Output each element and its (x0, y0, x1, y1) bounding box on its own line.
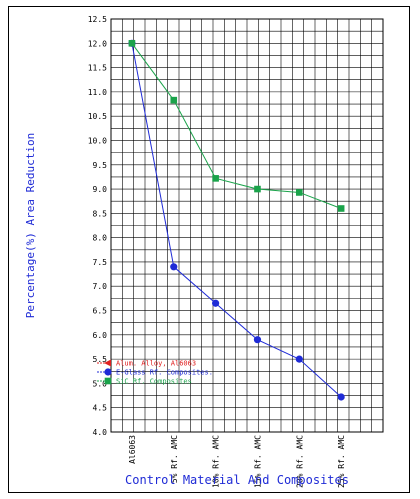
y-axis-label: Percentage(%) Area Reduction (24, 133, 37, 318)
legend-marker (104, 368, 112, 376)
y-tick-label: 4.0 (93, 428, 108, 437)
x-tick-label: 25% Rf. AMC (337, 435, 346, 488)
data-point (337, 393, 345, 401)
legend-item: E-Glass Rf. Composites. (97, 368, 213, 377)
y-tick-label: 4.5 (93, 404, 108, 413)
line-chart: 4.0 4.5 5.0 5.5 6.0 6.5 7.0 7.5 8.0 8.5 9.0 9.5 10.0… (24, 15, 384, 488)
y-tick-label: 7.0 (93, 282, 108, 291)
y-tick-label: 8.5 (93, 209, 108, 218)
y-tick-label: 10.0 (88, 136, 107, 145)
x-tick-label: 10% Rf. AMC (212, 435, 221, 488)
data-point (253, 336, 262, 344)
grid (110, 18, 384, 433)
data-point (254, 185, 261, 193)
data-point (170, 96, 178, 104)
y-tick-label: 9.0 (93, 185, 108, 194)
series-layer (127, 39, 345, 401)
data-point (296, 189, 303, 196)
y-tick-label: 12.5 (88, 15, 107, 24)
legend-marker (104, 377, 112, 385)
data-point (170, 263, 178, 271)
chart-frame: 4.0 4.5 5.0 5.5 6.0 6.5 7.0 7.5 8.0 8.5 9.0 9.5 10.0… (8, 6, 410, 493)
x-tick-labels: Al6063 5% Rf. AMC 10% Rf. AMC 15% Rf. AMC 20… (128, 435, 346, 488)
data-point (295, 355, 303, 363)
y-tick-label: 9.5 (93, 161, 108, 170)
y-tick-label: 8.0 (93, 234, 108, 243)
y-tick-label: 6.0 (93, 331, 108, 340)
legend-label: E-Glass Rf. Composites. (116, 369, 213, 377)
data-point (128, 39, 136, 47)
y-tick-label: 12.0 (88, 39, 107, 48)
y-tick-label: 5.0 (93, 379, 108, 388)
x-tick-label: Al6063 (128, 435, 137, 464)
x-tick-label: 15% Rf. AMC (253, 435, 262, 488)
x-axis-label: Control Material And Composites (125, 473, 349, 487)
legend-label: Alum. Alloy, Al6063 (116, 360, 196, 368)
legend-item: SiC Rf. Composites (97, 378, 192, 386)
y-tick-labels: 4.0 4.5 5.0 5.5 6.0 6.5 7.0 7.5 8.0 8.5 9.0 9.5 10.0… (88, 15, 107, 437)
y-tick-label: 11.5 (88, 64, 107, 73)
data-point (212, 175, 219, 182)
plot-border (110, 18, 384, 433)
legend-label: SiC Rf. Composites (116, 378, 192, 386)
series-line (131, 42, 342, 209)
y-tick-label: 5.5 (93, 355, 108, 364)
x-tick-label: 20% Rf. AMC (295, 435, 304, 488)
y-tick-label: 10.5 (88, 112, 107, 121)
data-point (337, 205, 345, 212)
series-2 (128, 39, 345, 212)
y-tick-label: 6.5 (93, 307, 108, 316)
legend-item: Alum. Alloy, Al6063 (97, 359, 196, 368)
y-tick-label: 11.0 (88, 88, 107, 97)
x-tick-label: 5% Rf. AMC (170, 435, 179, 483)
legend-marker (104, 359, 111, 367)
y-tick-label: 7.5 (93, 258, 108, 267)
series-line (131, 43, 342, 398)
data-point (212, 299, 220, 307)
